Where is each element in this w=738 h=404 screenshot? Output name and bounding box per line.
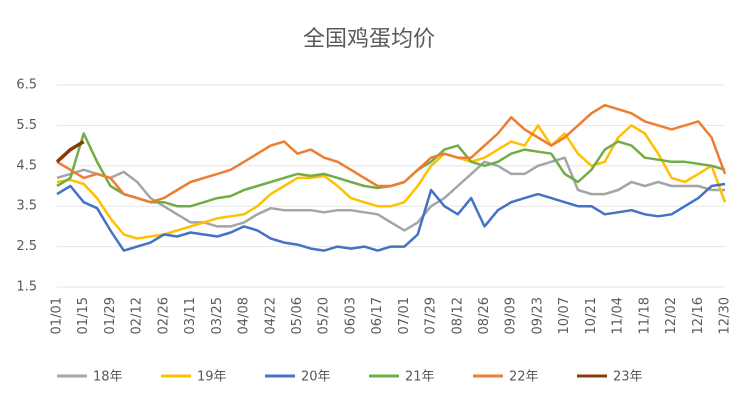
x-tick-label: 12/02 [664,297,679,334]
series-line [56,182,726,252]
x-tick-label: 04/22 [263,297,278,334]
x-tick-label: 01/01 [50,297,65,334]
x-tick-label: 08/26 [477,297,492,334]
x-tick-label: 09/09 [504,297,519,334]
x-tick-label: 02/26 [156,297,171,334]
x-tick-label: 10/21 [584,297,599,334]
legend-label: 21年 [405,370,435,385]
x-tick-label: 12/16 [691,297,706,334]
x-tick-label: 06/17 [370,297,385,334]
x-tick-label: 03/11 [183,297,198,334]
x-tick-label: 11/18 [637,297,652,334]
y-tick-label: 2.5 [16,239,37,254]
x-tick-label: 05/06 [290,297,305,334]
x-tick-label: 01/29 [103,297,118,334]
x-tick-label: 07/01 [397,297,412,334]
legend-label: 18年 [93,370,123,385]
chart-title: 全国鸡蛋均价 [303,27,435,52]
x-tick-label: 04/08 [237,297,252,334]
y-tick-label: 3.5 [16,199,37,214]
series-line [56,132,726,208]
x-tick-label: 07/29 [424,297,439,334]
legend-label: 23年 [613,370,643,385]
series-line [56,156,725,232]
series-line [56,103,727,204]
x-tick-label: 08/12 [450,297,465,334]
x-tick-label: 12/30 [718,297,733,334]
y-tick-label: 6.5 [16,78,37,93]
series-line [55,140,85,164]
x-tick-label: 02/12 [130,297,145,334]
x-tick-label: 03/25 [210,297,225,334]
x-tick-label: 11/04 [611,297,626,334]
x-tick-label: 09/23 [530,297,545,334]
x-tick-label: 10/07 [557,297,572,334]
x-tick-label: 01/15 [76,297,91,334]
y-tick-label: 1.5 [16,280,37,295]
y-tick-label: 4.5 [16,158,37,173]
legend-label: 22年 [509,370,539,385]
legend-label: 19年 [197,370,227,385]
x-tick-label: 05/20 [317,297,332,334]
x-tick-label: 06/03 [343,297,358,334]
legend-label: 20年 [301,370,331,385]
y-tick-label: 5.5 [16,118,37,133]
